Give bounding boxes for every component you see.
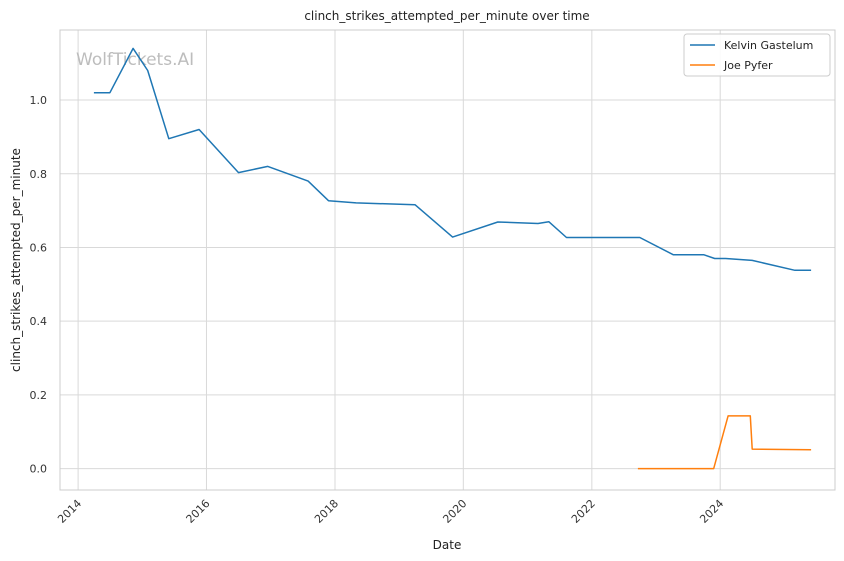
- legend-label-0: Kelvin Gastelum: [724, 39, 813, 52]
- plot-area-frame: [59, 29, 836, 491]
- y-tick-label: 0.8: [30, 168, 48, 181]
- series-line-1: [637, 415, 812, 470]
- series-line-0: [93, 47, 812, 272]
- grid: [60, 30, 835, 490]
- legend: Kelvin Gastelum Joe Pyfer: [683, 33, 831, 77]
- series-lines: [93, 47, 812, 470]
- watermark: WolfTickets.AI: [76, 50, 194, 70]
- legend-box: [683, 33, 831, 77]
- legend-label-1: Joe Pyfer: [723, 59, 773, 72]
- chart-title: clinch_strikes_attempted_per_minute over…: [304, 9, 589, 23]
- y-tick-label: 0.6: [30, 241, 48, 254]
- y-tick-label: 0.0: [30, 463, 48, 476]
- y-axis-label: clinch_strikes_attempted_per_minute: [9, 148, 23, 372]
- x-axis-label: Date: [433, 538, 462, 552]
- y-tick-label: 1.0: [30, 94, 48, 107]
- y-tick-label: 0.4: [30, 315, 48, 328]
- y-tick-label: 0.2: [30, 389, 48, 402]
